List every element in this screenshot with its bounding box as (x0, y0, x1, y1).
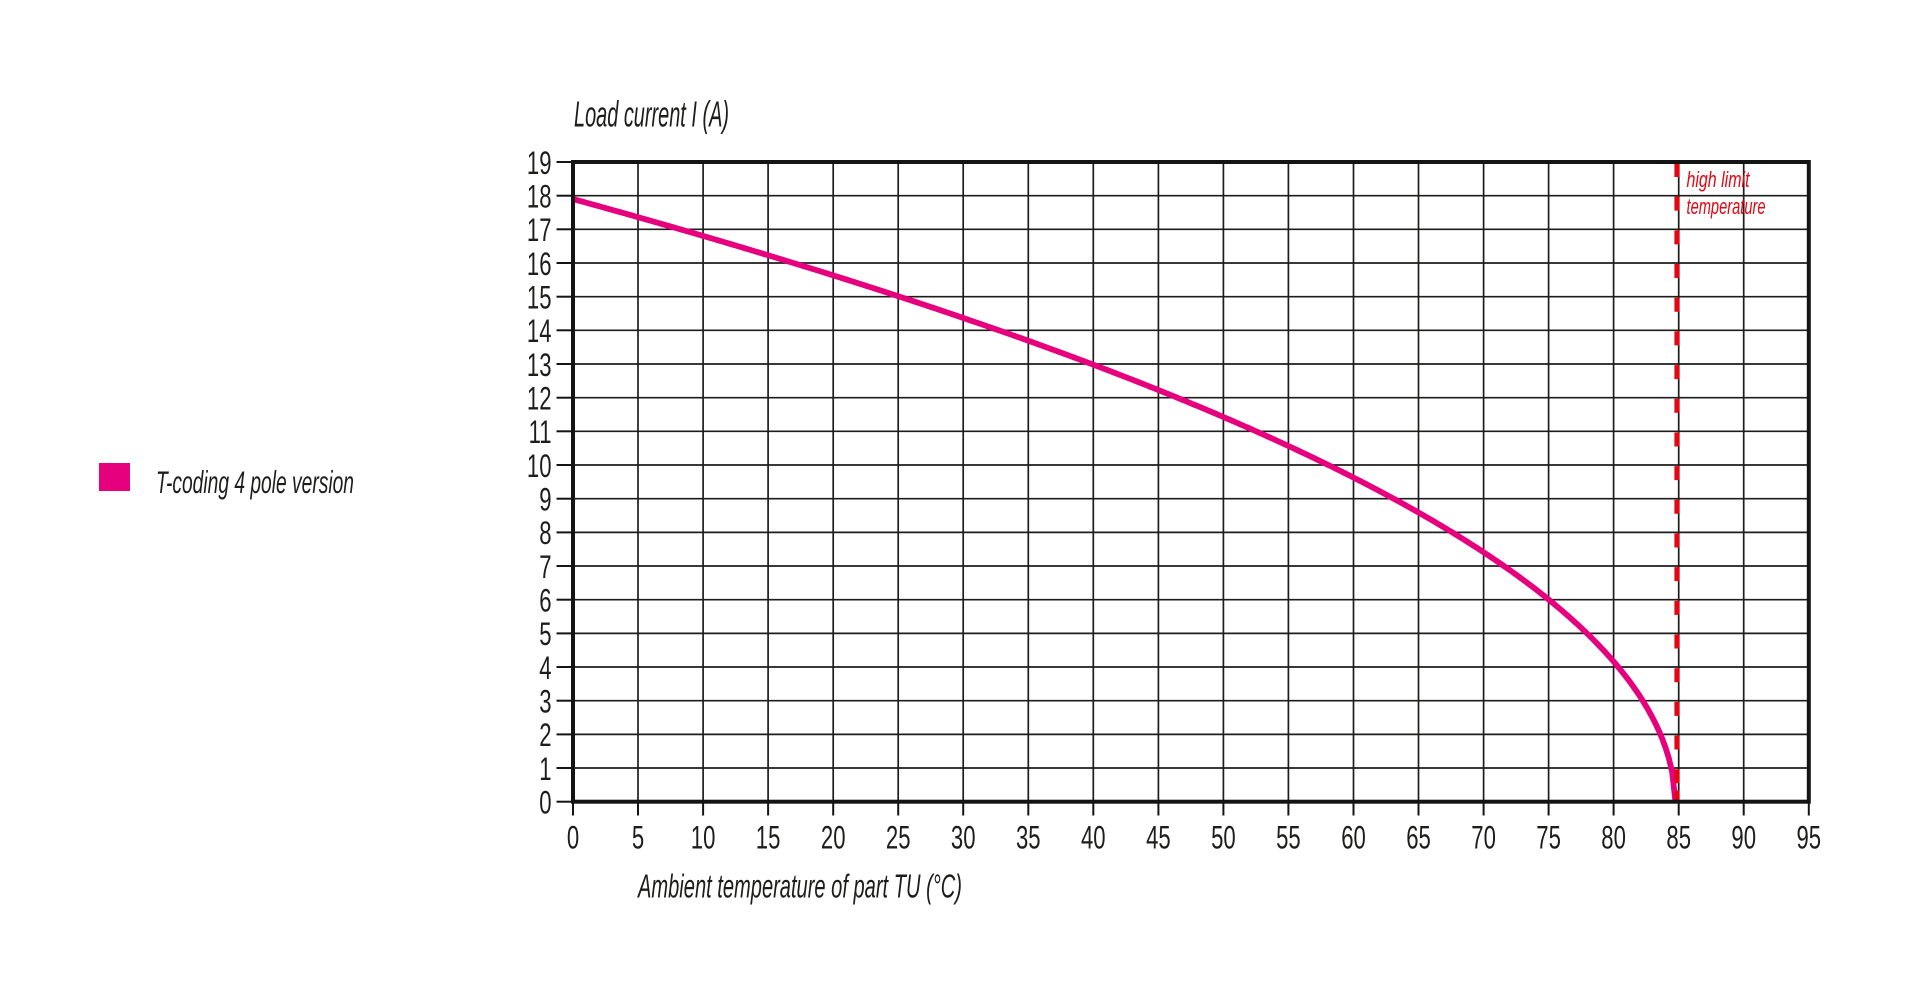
svg-text:5: 5 (632, 819, 644, 855)
svg-text:12: 12 (527, 380, 552, 416)
svg-text:7: 7 (539, 549, 551, 585)
svg-text:8: 8 (539, 515, 551, 551)
svg-text:70: 70 (1471, 819, 1496, 855)
svg-text:14: 14 (527, 313, 552, 349)
svg-text:0: 0 (567, 819, 579, 855)
svg-text:10: 10 (691, 819, 716, 855)
svg-text:temperature: temperature (1687, 194, 1766, 219)
svg-text:18: 18 (527, 178, 552, 214)
svg-text:T-coding 4 pole version: T-coding 4 pole version (156, 464, 354, 500)
svg-text:40: 40 (1081, 819, 1106, 855)
svg-text:35: 35 (1016, 819, 1041, 855)
svg-text:17: 17 (527, 212, 552, 248)
svg-text:high limit: high limit (1687, 167, 1751, 192)
svg-text:4: 4 (539, 650, 551, 686)
svg-text:19: 19 (527, 145, 552, 181)
svg-text:75: 75 (1536, 819, 1561, 855)
svg-text:1: 1 (539, 751, 551, 787)
svg-text:55: 55 (1276, 819, 1301, 855)
svg-text:15: 15 (527, 279, 552, 315)
svg-text:45: 45 (1146, 819, 1171, 855)
svg-text:20: 20 (821, 819, 846, 855)
svg-text:3: 3 (539, 683, 551, 719)
svg-text:65: 65 (1406, 819, 1431, 855)
svg-text:90: 90 (1731, 819, 1756, 855)
svg-text:80: 80 (1601, 819, 1626, 855)
svg-text:85: 85 (1666, 819, 1691, 855)
svg-text:13: 13 (527, 347, 552, 383)
svg-text:25: 25 (886, 819, 911, 855)
svg-text:5: 5 (539, 616, 551, 652)
svg-text:15: 15 (756, 819, 781, 855)
svg-text:60: 60 (1341, 819, 1366, 855)
svg-text:11: 11 (529, 414, 552, 450)
svg-text:16: 16 (527, 246, 552, 282)
svg-text:50: 50 (1211, 819, 1236, 855)
svg-text:30: 30 (951, 819, 976, 855)
svg-text:0: 0 (539, 784, 551, 820)
svg-text:10: 10 (527, 448, 552, 484)
svg-text:95: 95 (1797, 819, 1822, 855)
svg-text:2: 2 (539, 717, 551, 753)
svg-text:Ambient temperature of part TU: Ambient temperature of part TU (°C) (637, 869, 962, 906)
svg-text:Load current I (A): Load current I (A) (574, 94, 729, 135)
svg-text:9: 9 (539, 481, 551, 517)
svg-text:6: 6 (539, 582, 551, 618)
